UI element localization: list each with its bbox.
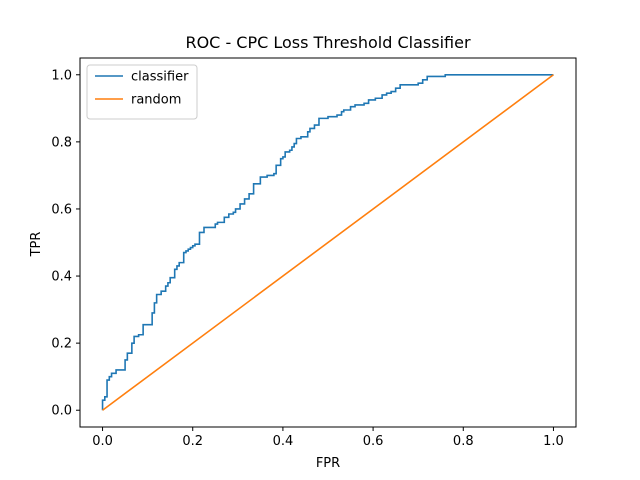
y-tick-label: 0.8 [51,135,72,150]
y-tick-label: 0.2 [51,337,72,352]
axes-frame [79,57,577,428]
legend-label-classifier: classifier [131,70,189,85]
x-tick-label: 0.6 [363,434,384,449]
y-axis-label: TPR [29,232,44,258]
series-line-random [102,74,554,411]
legend-box [86,64,198,120]
y-tick-label: 1.0 [51,68,72,83]
y-tick-label: 0.4 [51,270,72,285]
x-axis-label: FPR [316,456,340,471]
series-line-classifier [101,73,554,411]
x-tick-label: 0.4 [273,434,294,449]
y-tick-label: 0.0 [51,404,72,419]
x-tick-label: 0.0 [92,434,113,449]
legend: classifier random [86,64,198,120]
plot-area: 0.0 0.2 0.4 0.6 0.8 1.0 0.0 0.2 0.4 0.6 0.8 1.0 [51,57,577,449]
legend-label-random: random [131,93,181,108]
x-tick-label: 0.2 [182,434,203,449]
chart-title: ROC - CPC Loss Threshold Classifier [185,33,470,52]
y-tick-label: 0.6 [51,202,72,217]
x-tick-label: 0.8 [453,434,474,449]
x-tick-label: 1.0 [543,434,564,449]
